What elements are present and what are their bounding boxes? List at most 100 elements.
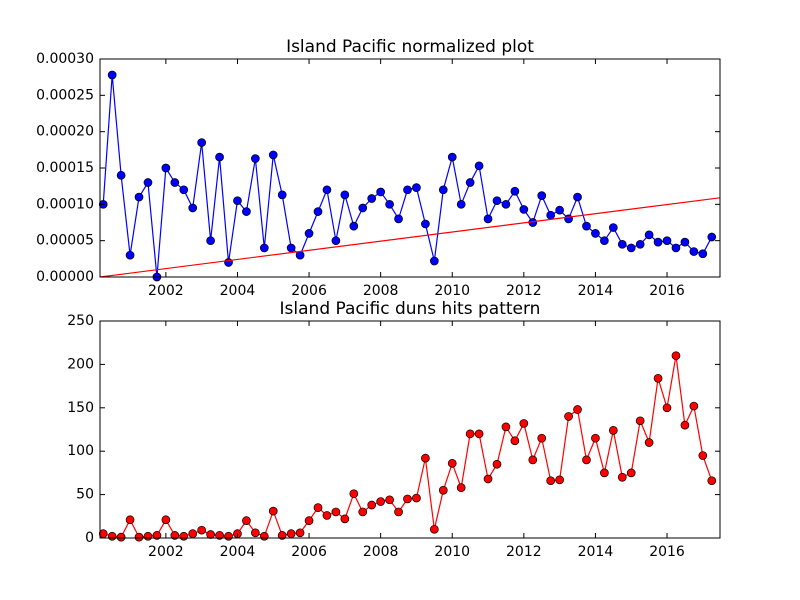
y-tick-label: 250: [67, 313, 94, 329]
data-point: [412, 493, 421, 503]
data-point: [564, 412, 573, 421]
y-tick-label: 0.00020: [36, 124, 94, 140]
data-point: [331, 236, 341, 246]
data-point: [689, 247, 699, 256]
x-tick-label: 2008: [363, 283, 399, 299]
data-point: [564, 214, 573, 224]
data-point: [286, 243, 296, 253]
data-point: [376, 497, 385, 506]
x-tick-label: 2010: [434, 283, 470, 299]
data-point: [242, 516, 251, 525]
data-point: [429, 524, 439, 534]
data-point: [698, 249, 708, 259]
data-point: [689, 401, 699, 411]
data-point: [322, 511, 332, 520]
data-point: [206, 530, 215, 539]
x-tick-label: 2006: [291, 283, 327, 299]
y-tick-label: 0.00005: [36, 233, 94, 249]
y-tick-label: 0.00015: [36, 160, 94, 176]
data-point: [662, 236, 672, 246]
data-point: [331, 507, 341, 517]
data-point: [582, 221, 591, 231]
data-point: [161, 163, 171, 173]
data-point: [349, 221, 359, 231]
data-point: [600, 468, 609, 478]
data-point: [143, 531, 153, 541]
data-point: [608, 426, 618, 435]
data-point: [107, 531, 117, 541]
data-point: [519, 419, 529, 428]
data-point: [268, 506, 278, 516]
data-point: [653, 373, 663, 383]
data-point: [349, 489, 359, 499]
data-point: [635, 416, 645, 426]
data-point: [438, 185, 448, 195]
data-point: [215, 152, 224, 162]
data-point: [707, 476, 717, 486]
data-point: [483, 214, 493, 224]
data-point: [483, 474, 493, 484]
data-point: [591, 433, 600, 443]
data-point: [107, 70, 117, 80]
data-point: [421, 219, 430, 229]
data-point: [644, 230, 654, 240]
chart-title: Island Pacific normalized plot: [286, 37, 534, 57]
data-point: [170, 531, 180, 540]
data-point: [546, 210, 556, 220]
data-point: [394, 214, 403, 224]
data-point: [600, 236, 609, 246]
data-point: [501, 422, 511, 432]
data-point: [707, 232, 717, 242]
data-point: [573, 192, 582, 202]
data-point: [116, 170, 126, 180]
data-point: [555, 205, 564, 215]
data-point: [626, 243, 636, 253]
y-tick-label: 100: [67, 443, 94, 459]
data-point: [412, 183, 421, 192]
data-point: [134, 532, 144, 542]
data-point: [277, 531, 287, 540]
data-point: [653, 237, 663, 247]
data-point: [456, 199, 466, 209]
data-point: [573, 405, 582, 414]
data-point: [224, 531, 233, 541]
x-tick-label: 2002: [148, 283, 184, 299]
data-point: [304, 516, 314, 525]
x-tick-label: 2012: [506, 283, 542, 299]
data-point: [295, 250, 305, 260]
data-point: [152, 531, 162, 540]
data-point: [367, 500, 377, 510]
data-point: [206, 236, 215, 246]
data-point: [528, 455, 538, 465]
x-tick-label: 2012: [506, 544, 542, 560]
data-point: [367, 194, 377, 203]
x-tick-label: 2016: [649, 283, 685, 299]
data-point: [161, 515, 171, 525]
data-point: [555, 475, 564, 485]
data-point: [671, 243, 681, 253]
data-point: [295, 528, 305, 538]
y-tick-label: 0.00025: [36, 87, 94, 103]
data-point: [421, 453, 430, 463]
data-point: [322, 185, 332, 195]
x-tick-label: 2004: [220, 283, 256, 299]
data-point: [680, 237, 690, 247]
x-tick-label: 2006: [291, 544, 327, 560]
data-point: [259, 531, 269, 541]
data-point: [537, 433, 547, 443]
data-point: [510, 436, 520, 446]
data-point: [134, 192, 144, 202]
data-point: [385, 495, 394, 505]
series-line: [100, 197, 720, 277]
y-tick-label: 0.00010: [36, 196, 94, 212]
data-point: [376, 187, 385, 197]
data-point: [251, 154, 260, 163]
data-point: [608, 223, 618, 232]
data-point: [492, 459, 502, 469]
data-point: [251, 528, 260, 538]
x-tick-label: 2010: [434, 544, 470, 560]
data-point: [438, 485, 448, 495]
data-point: [286, 529, 296, 539]
